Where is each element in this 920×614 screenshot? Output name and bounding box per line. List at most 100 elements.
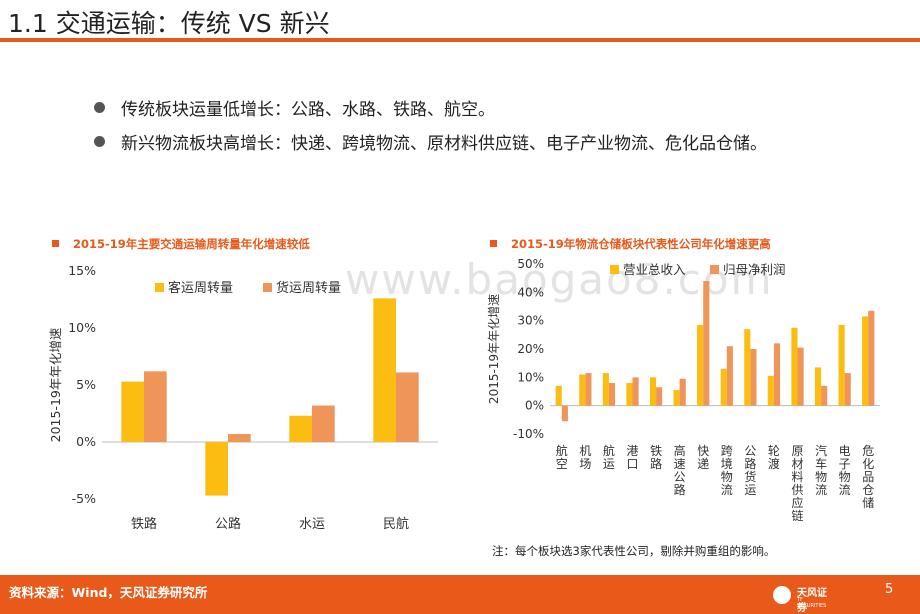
bar-series-1 [205, 442, 228, 496]
x-tick-label: 水运 [299, 517, 325, 532]
bar-series-1 [673, 390, 680, 406]
legend-label: 营业总收入 [623, 262, 686, 277]
legend-swatch [710, 265, 719, 274]
y-tick-label: 20% [517, 342, 544, 356]
bar-series-1 [862, 316, 869, 406]
x-tick-label: 公路货运 [744, 444, 756, 497]
legend-swatch [263, 283, 272, 292]
bullet-dot-icon [94, 135, 105, 147]
bar-series-2 [312, 405, 335, 442]
bar-series-2 [608, 383, 616, 406]
square-bullet-icon [52, 240, 59, 247]
bar-series-2 [656, 387, 663, 406]
y-tick-label: 0% [525, 399, 544, 413]
right-chart: -10% 0% 10% 20% 30% 40% 50% 2015-19年年化增速航空机场航运港… [487, 257, 880, 523]
bullet-text: 传统板块运量低增长：公路、水路、铁路、航空。 [121, 99, 495, 120]
legend-label: 客运周转量 [168, 280, 233, 296]
y-axis-title: 2015-19年年化增速 [487, 294, 501, 404]
bullet-list: 传统板块运量低增长：公路、水路、铁路、航空。 新兴物流板块高增长：快递、跨境物流… [94, 90, 767, 158]
legend-swatch [610, 265, 619, 274]
footer-bar [0, 575, 920, 614]
bar-series-1 [720, 368, 727, 406]
logo-text: 天风证券 [797, 588, 827, 614]
bullet-item: 传统板块运量低增长：公路、水路、铁路、航空。 [94, 90, 767, 124]
x-tick-label: 公路 [215, 516, 241, 532]
bar-series-1 [289, 415, 312, 442]
bar-series-1 [579, 374, 586, 406]
x-tick-label: 电子物流 [839, 444, 851, 497]
left-chart-title: 2015-19年主要交通运输周转量年化增速较低 [52, 236, 310, 252]
y-tick-label: 10% [517, 370, 544, 384]
bar-series-2 [632, 377, 639, 406]
company-logo: 天风证券 TF SECURITIES [773, 582, 833, 614]
legend-label: 货运周转量 [276, 280, 341, 296]
x-tick-label: 快递 [697, 444, 709, 471]
title-rule [0, 38, 920, 42]
logo-subtext: TF SECURITIES [797, 597, 827, 609]
bar-series-2 [868, 310, 875, 406]
bar-series-2 [844, 373, 851, 406]
logo-mark-icon [773, 586, 791, 604]
x-tick-label: 高速公路 [674, 443, 686, 497]
bar-series-2 [585, 373, 592, 406]
bar-series-1 [697, 324, 704, 406]
y-tick-label: 30% [517, 314, 544, 328]
bar-series-1 [791, 327, 798, 406]
watermark: www.baogao8.com [345, 255, 774, 304]
y-tick-label: -5% [72, 491, 96, 506]
bar-series-1 [121, 381, 144, 442]
chart-note: 注：每个板块选3家代表性公司，剔除并购重组的影响。 [492, 544, 776, 558]
bar-series-1 [838, 324, 845, 406]
slide-title: 1.1 交通运输：传统 VS 新兴 [8, 9, 330, 38]
bar-series-1 [814, 367, 822, 406]
bar-series-2 [396, 372, 419, 442]
x-tick-label: 港口 [626, 444, 638, 471]
y-tick-label: 15% [68, 263, 96, 278]
bar-series-2 [144, 371, 167, 442]
x-tick-label: 危化品仓储 [862, 444, 874, 510]
x-tick-label: 机场 [579, 444, 591, 471]
bar-series-2 [750, 349, 757, 406]
x-tick-label: 跨境物流 [721, 444, 733, 497]
bar-series-2 [228, 434, 251, 442]
bar-series-2 [679, 378, 686, 406]
bullet-dot-icon [94, 101, 105, 113]
legend-swatch [155, 283, 164, 292]
y-axis-title: 2015-19年年化增速 [48, 327, 63, 442]
y-tick-label: -10% [513, 427, 544, 441]
source-text: 资料来源：Wind，天风证券研究所 [9, 585, 208, 600]
square-bullet-icon [490, 240, 497, 247]
page-number: 5 [885, 582, 894, 597]
x-tick-label: 航运 [603, 443, 615, 471]
bar-series-2 [703, 281, 710, 406]
bar-series-1 [744, 329, 751, 406]
y-tick-label: 40% [517, 285, 544, 299]
x-tick-label: 汽车物流 [815, 443, 827, 497]
bar-series-2 [726, 346, 733, 406]
bullet-item: 新兴物流板块高增长：快递、跨境物流、原材料供应链、电子产业物流、危化品仓储。 [94, 124, 767, 158]
bar-series-2 [797, 347, 804, 406]
right-chart-title-text: 2015-19年物流仓储板块代表性公司年化增速更高 [511, 237, 771, 251]
x-tick-label: 航空 [556, 443, 568, 471]
x-tick-label: 轮渡 [768, 444, 780, 471]
y-tick-label: 5% [76, 377, 96, 392]
x-tick-label: 原材料供应链 [791, 444, 803, 523]
y-tick-label: 50% [517, 257, 544, 271]
bar-series-2 [561, 405, 568, 422]
bar-series-2 [821, 385, 828, 406]
bullet-text: 新兴物流板块高增长：快递、跨境物流、原材料供应链、电子产业物流、危化品仓储。 [121, 133, 767, 154]
bar-series-1 [649, 377, 657, 406]
x-tick-label: 民航 [383, 516, 409, 532]
y-tick-label: 0% [76, 434, 96, 449]
right-chart-title: 2015-19年物流仓储板块代表性公司年化增速更高 [490, 236, 771, 252]
bar-series-1 [626, 383, 633, 406]
legend-label: 归母净利润 [723, 262, 786, 277]
bar-series-1 [602, 373, 609, 406]
bar-series-1 [373, 298, 396, 442]
bar-series-1 [555, 385, 562, 406]
left-chart-title-text: 2015-19年主要交通运输周转量年化增速较低 [73, 237, 310, 251]
y-tick-label: 10% [68, 320, 96, 335]
bar-series-1 [767, 375, 774, 406]
bar-series-2 [773, 343, 781, 406]
